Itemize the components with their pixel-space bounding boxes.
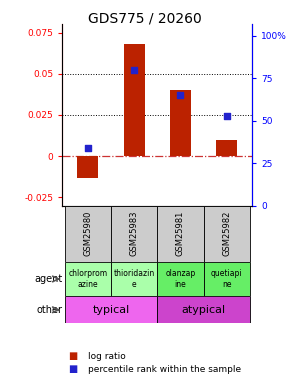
Bar xyxy=(77,156,98,178)
Bar xyxy=(170,90,191,156)
Bar xyxy=(204,206,250,262)
Text: GSM25980: GSM25980 xyxy=(83,211,92,256)
Bar xyxy=(111,262,157,296)
Bar xyxy=(216,140,237,156)
Bar xyxy=(204,262,250,296)
Point xyxy=(224,112,229,118)
Point xyxy=(178,92,183,98)
Text: quetiapi
ne: quetiapi ne xyxy=(211,269,243,289)
Text: log ratio: log ratio xyxy=(88,352,126,361)
Text: chlorprom
azine: chlorprom azine xyxy=(68,269,107,289)
Point xyxy=(132,67,137,73)
Text: other: other xyxy=(37,305,63,315)
Bar xyxy=(65,262,111,296)
Bar xyxy=(157,296,250,323)
Point xyxy=(86,145,90,151)
Bar xyxy=(65,206,111,262)
Bar xyxy=(65,296,157,323)
Text: atypical: atypical xyxy=(182,305,226,315)
Bar xyxy=(111,206,157,262)
Text: typical: typical xyxy=(93,305,130,315)
Bar xyxy=(157,262,204,296)
Text: thioridazin
e: thioridazin e xyxy=(114,269,155,289)
Text: ■: ■ xyxy=(68,351,77,361)
Text: olanzap
ine: olanzap ine xyxy=(165,269,196,289)
Text: percentile rank within the sample: percentile rank within the sample xyxy=(88,365,242,374)
Text: GSM25981: GSM25981 xyxy=(176,211,185,256)
Text: GDS775 / 20260: GDS775 / 20260 xyxy=(88,11,202,25)
Bar xyxy=(157,206,204,262)
Text: GSM25983: GSM25983 xyxy=(130,211,139,256)
Bar xyxy=(124,44,145,156)
Text: agent: agent xyxy=(35,274,63,284)
Text: GSM25982: GSM25982 xyxy=(222,211,231,256)
Text: ■: ■ xyxy=(68,364,77,374)
